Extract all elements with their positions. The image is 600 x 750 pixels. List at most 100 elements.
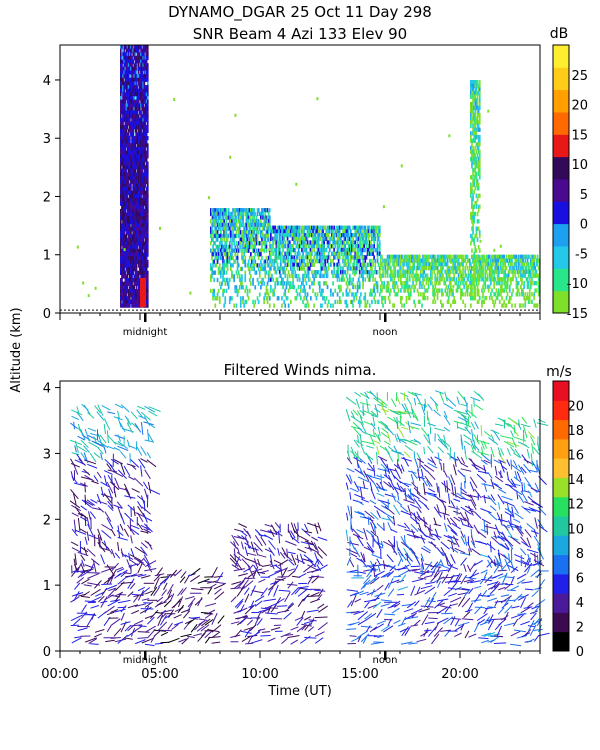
snr-cell <box>478 175 481 180</box>
snr-cell <box>274 281 277 286</box>
snr-cell <box>143 125 146 130</box>
snr-cell <box>508 269 511 274</box>
snr-cell <box>306 240 309 245</box>
snr-cell <box>263 241 265 246</box>
snr-cell <box>281 225 283 230</box>
snr-cell <box>327 240 330 245</box>
snr-cell <box>362 266 364 271</box>
snr-cell <box>471 215 473 220</box>
snr-cell <box>225 277 228 283</box>
snr-cell <box>125 66 128 71</box>
snr-cell <box>133 85 136 90</box>
snr-cell <box>347 229 350 234</box>
snr-cell <box>388 254 391 259</box>
snr-cell <box>533 266 535 271</box>
snr-cell <box>120 263 122 268</box>
snr-cell <box>371 244 373 249</box>
snr-cell <box>137 270 140 275</box>
snr-cell <box>320 273 322 279</box>
snr-cell <box>250 244 252 250</box>
snr-cell <box>131 223 133 228</box>
snr-cell <box>146 248 149 254</box>
snr-cell <box>288 244 291 249</box>
snr-cell <box>127 205 130 210</box>
snr-cell <box>139 267 141 272</box>
snr-cell <box>327 251 330 256</box>
snr-cell <box>324 281 327 286</box>
snr-cell <box>120 106 122 112</box>
snr-cell <box>215 255 218 261</box>
snr-cell <box>137 234 140 239</box>
snr-cell <box>284 229 287 234</box>
snr-cell <box>528 299 531 304</box>
snr-cell <box>134 48 137 53</box>
snr-cell <box>504 284 507 289</box>
snr-cell <box>336 240 339 245</box>
snr-cell <box>302 255 304 260</box>
snr-cell <box>305 296 308 301</box>
snr-cell <box>132 132 134 137</box>
snr-cell <box>300 296 302 301</box>
snr-cell <box>496 262 499 267</box>
snr-cell <box>471 101 473 107</box>
snr-cell <box>133 245 136 250</box>
snr-cell <box>143 165 146 170</box>
snr-cell <box>123 99 126 104</box>
snr-cell <box>145 172 148 177</box>
snr-cell <box>134 114 137 119</box>
snr-cell <box>126 106 129 112</box>
snr-cell <box>393 288 395 293</box>
snr-cell <box>405 277 408 282</box>
snr-cell <box>475 200 478 206</box>
snr-cell <box>532 258 534 263</box>
snr-cell <box>440 254 442 259</box>
snr-cell <box>373 283 376 287</box>
snr-cell <box>267 233 270 239</box>
snr-cell <box>277 281 280 286</box>
snr-cell <box>310 229 312 234</box>
snr-cell <box>130 77 132 82</box>
snr-cell <box>485 262 488 267</box>
snr-cell <box>511 262 513 267</box>
snr-cell <box>252 259 254 264</box>
snr-cell <box>445 254 448 259</box>
snr-cell <box>127 252 130 257</box>
snr-cell <box>473 266 475 271</box>
snr-cell <box>233 248 235 253</box>
snr-cell <box>121 121 123 126</box>
snr-cell <box>123 85 126 90</box>
snr-cell <box>273 292 275 297</box>
snr-cell <box>132 267 134 272</box>
snr-cell <box>487 109 490 113</box>
snr-cell <box>308 229 311 234</box>
snr-cell <box>477 277 480 282</box>
snr-cell <box>452 277 454 282</box>
snr-cell <box>243 226 245 231</box>
snr-cell <box>248 230 251 235</box>
snr-cell <box>263 219 265 224</box>
snr-cell <box>333 225 335 230</box>
snr-cell <box>503 262 505 267</box>
snr-cell <box>134 219 137 224</box>
snr-cell <box>139 223 141 228</box>
snr-cell <box>321 244 323 249</box>
snr-cell <box>474 98 477 103</box>
snr-cell <box>120 289 122 294</box>
snr-cell <box>127 70 130 75</box>
snr-cell <box>142 219 145 224</box>
snr-cell <box>456 288 459 293</box>
snr-cell <box>362 284 364 290</box>
snr-cell <box>125 278 128 283</box>
snr-cell <box>390 254 392 259</box>
snr-cell <box>398 254 401 259</box>
snr-cell <box>294 259 297 264</box>
snr-cell <box>371 266 373 271</box>
snr-cell <box>146 99 149 104</box>
snr-cell <box>131 85 133 90</box>
snr-cell <box>247 296 250 301</box>
snr-cell <box>140 263 142 268</box>
snr-cell <box>438 262 441 267</box>
snr-cell <box>230 237 232 242</box>
snr-cell <box>144 121 147 126</box>
snr-cell <box>281 296 283 301</box>
